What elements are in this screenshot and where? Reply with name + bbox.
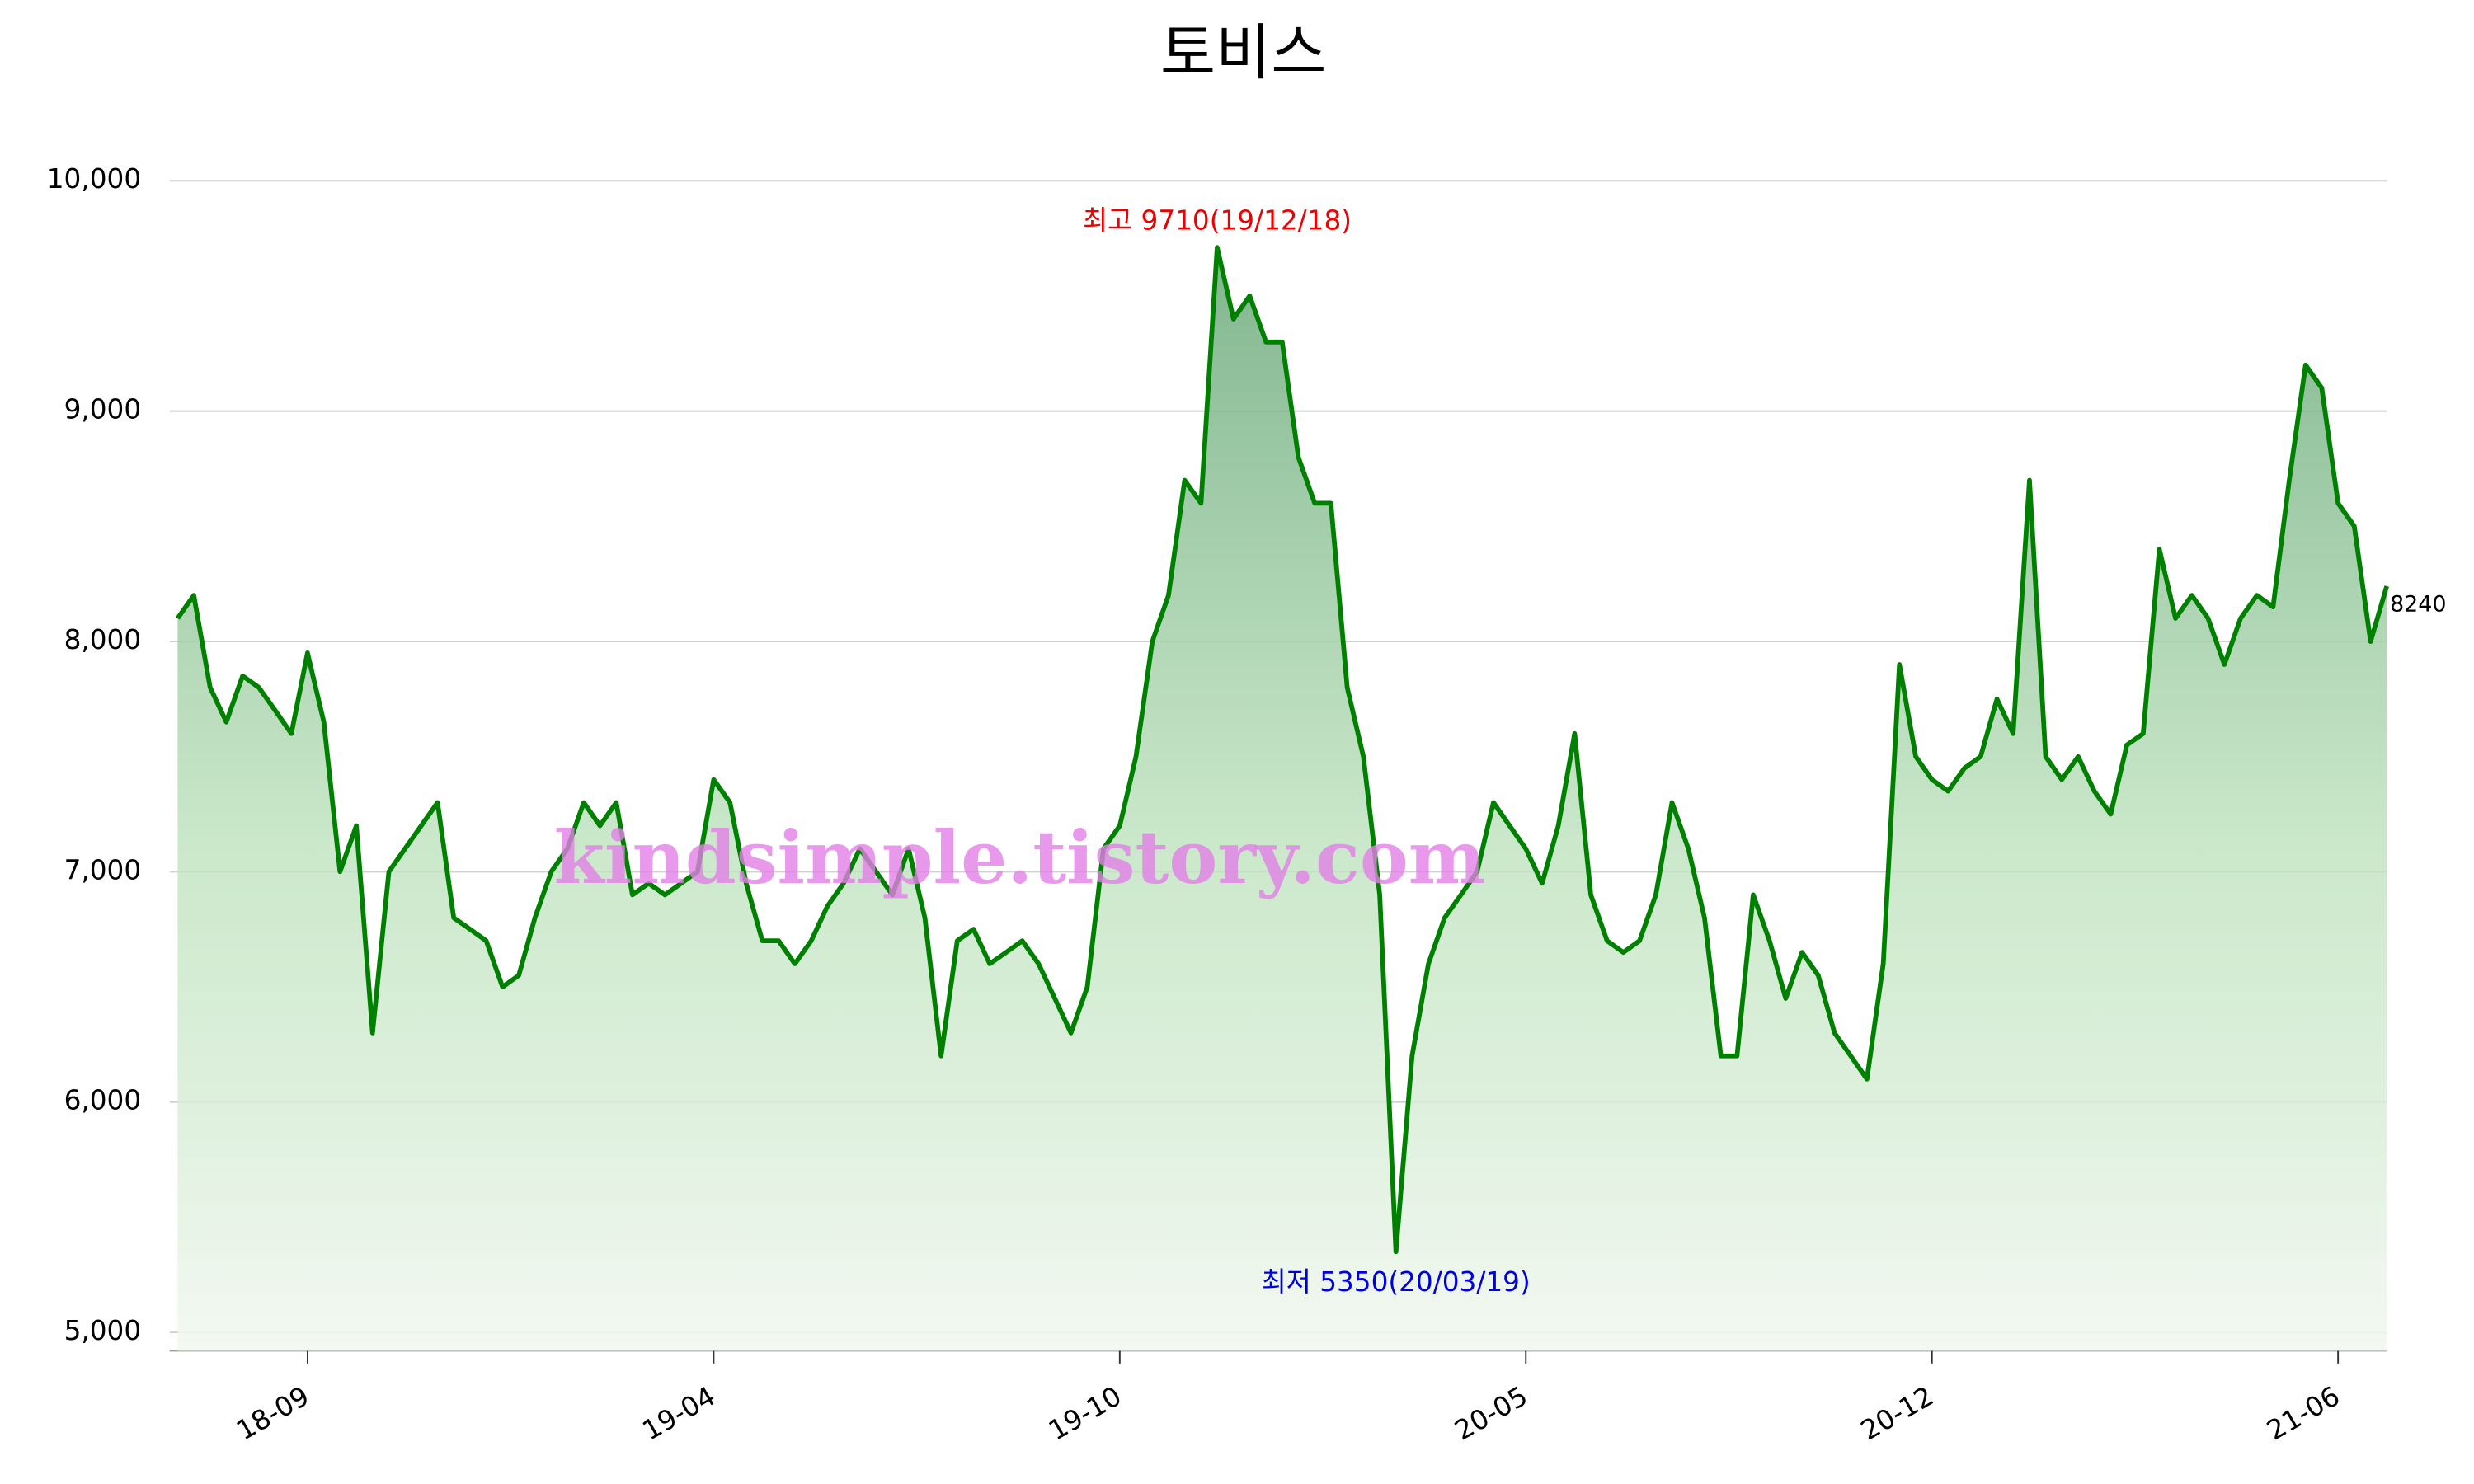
x-tick-label: 21-06: [2261, 1380, 2345, 1446]
chart-title: 토비스: [1160, 18, 1327, 88]
annotation: 최저 5350(20/03/19): [1262, 1266, 1531, 1298]
annotation: 최고 9710(19/12/18): [1083, 204, 1352, 236]
last-value-label: 8240: [2390, 592, 2446, 618]
area: [177, 247, 2387, 1351]
x-tick-label: 19-10: [1043, 1380, 1126, 1446]
y-tick-label: 6,000: [64, 1085, 142, 1116]
x-tick-label: 20-12: [1856, 1380, 1939, 1446]
y-tick-label: 9,000: [64, 394, 142, 425]
y-tick-label: 7,000: [64, 854, 142, 885]
line: [176, 245, 2389, 1255]
y-tick-label: 5,000: [64, 1315, 142, 1346]
x-tick-label: 19-04: [637, 1380, 721, 1446]
x-tick-label: 20-05: [1450, 1380, 1533, 1446]
watermark: kindsimple.tistory.com: [554, 815, 1486, 900]
y-tick-label: 10,000: [47, 163, 141, 195]
y-tick-label: 8,000: [64, 624, 142, 655]
x-tick-label: 18-09: [231, 1380, 314, 1446]
